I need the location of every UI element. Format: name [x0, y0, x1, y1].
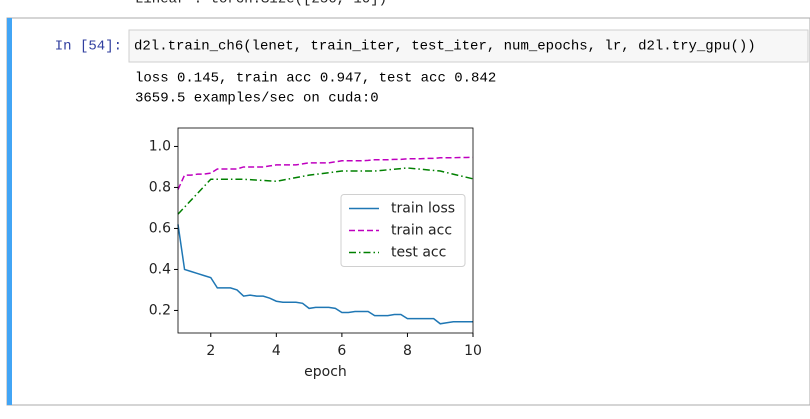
- legend-label: train loss: [391, 201, 455, 217]
- code-input[interactable]: [128, 29, 809, 63]
- x-tick-label: 10: [464, 343, 482, 359]
- legend-label: test acc: [391, 245, 446, 261]
- series-line: [177, 156, 474, 190]
- y-tick-label: 1.0: [149, 138, 171, 154]
- series-line: [177, 224, 473, 325]
- cell-selection-bar: [7, 18, 12, 405]
- x-tick-label: 8: [403, 343, 412, 359]
- y-tick-label: 0.4: [149, 261, 171, 277]
- output-line: 3659.5 examples/sec on cuda:0: [135, 91, 379, 107]
- x-tick-label: 2: [206, 343, 215, 359]
- y-tick-label: 0.6: [149, 220, 171, 236]
- code: d2l.train_ch6(lenet, train_iter, test_it…: [134, 39, 756, 55]
- x-tick-label: 6: [337, 343, 346, 359]
- legend-box: [340, 194, 466, 267]
- previous-output: Linear : torch.Size([256, 10]): [135, 0, 387, 8]
- legend-label: train acc: [391, 223, 452, 239]
- y-tick-label: 0.2: [149, 302, 171, 318]
- chart: 2 4 6 8 10 0.2 0.4 0.6 0.8 1.0 epoch train loss trai…: [149, 127, 482, 380]
- y-tick-label: 0.8: [149, 179, 171, 195]
- x-axis-label: epoch: [304, 364, 347, 380]
- plot-frame: [177, 127, 474, 334]
- x-tick-label: 4: [272, 343, 281, 359]
- series-line: [177, 167, 474, 215]
- output-line: loss 0.145, train acc 0.947, test acc 0.…: [135, 71, 496, 87]
- input-prompt: In [54]:: [55, 39, 122, 55]
